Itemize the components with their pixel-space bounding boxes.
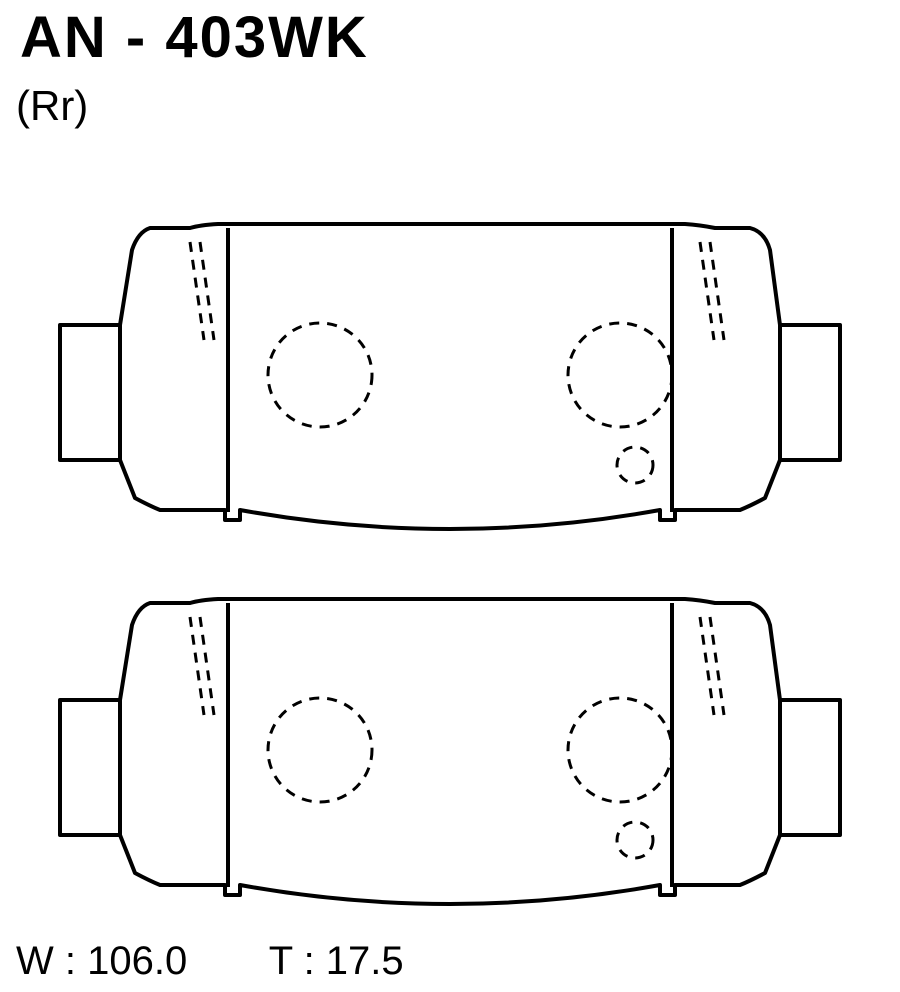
dim-t-label: T	[269, 939, 293, 983]
dim-t-value: 17.5	[326, 939, 404, 983]
dimensions: W : 106.0 T : 17.5	[16, 939, 404, 984]
part-number: AN - 403WK	[20, 4, 369, 71]
dim-w-value: 106.0	[87, 939, 187, 983]
position-code: (Rr)	[16, 82, 88, 130]
dim-w-label: W	[16, 939, 54, 983]
brake-pad-diagram	[0, 150, 900, 920]
